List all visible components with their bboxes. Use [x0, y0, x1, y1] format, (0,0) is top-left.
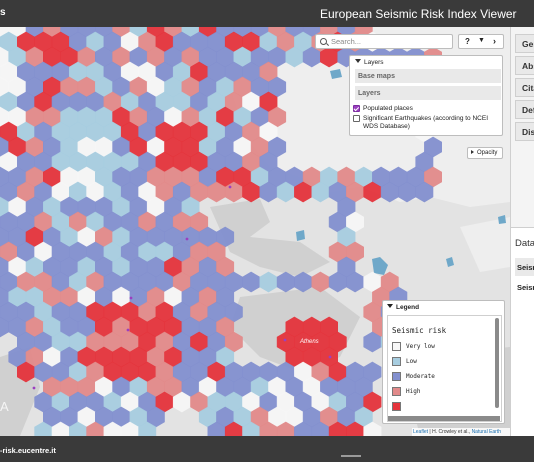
risk-hexagon[interactable]: [207, 421, 226, 436]
top-bar: s European Seismic Risk Index Viewer: [0, 0, 534, 27]
layer-checkbox[interactable]: [353, 105, 360, 112]
risk-hexagon[interactable]: [224, 421, 243, 436]
caret-down-icon: [387, 304, 393, 308]
brand-name: s: [0, 7, 6, 18]
page-title: European Seismic Risk Index Viewer: [320, 7, 517, 21]
data-row[interactable]: Seism: [517, 283, 534, 292]
legend-item-label: Very low: [406, 343, 435, 350]
layer-group-layers[interactable]: Layers: [355, 86, 501, 100]
data-panel-title: Data: [515, 238, 534, 249]
layers-panel-header[interactable]: Layers: [355, 59, 384, 66]
opacity-button[interactable]: Opacity: [467, 147, 503, 159]
risk-hexagon[interactable]: [276, 421, 295, 436]
legend-swatch: [392, 357, 401, 366]
risk-hexagon[interactable]: [294, 421, 313, 436]
layer-item-label: Significant Earthquakes (according to NC…: [363, 115, 489, 130]
legend-title: Seismic risk: [392, 326, 447, 335]
info-side-panel: Gen Abs Cita Def Dis Data Seism Seism: [510, 27, 534, 436]
map-corner-label: A: [0, 399, 9, 414]
search-box[interactable]: [315, 34, 453, 49]
help-button[interactable]: ?: [465, 37, 470, 46]
legend-horizontal-scrollbar[interactable]: [388, 416, 500, 421]
legend-item-label: High: [406, 388, 421, 395]
legend-item-label: Moderate: [406, 373, 435, 380]
map-place-label: Athens: [299, 339, 319, 345]
search-input[interactable]: [331, 36, 449, 47]
risk-hexagon[interactable]: [363, 421, 382, 436]
risk-hexagon[interactable]: [415, 181, 434, 203]
legend-header[interactable]: Legend: [387, 304, 419, 311]
risk-hexagon[interactable]: [86, 421, 105, 436]
accordion-item-definitions[interactable]: Def: [515, 100, 534, 119]
leaflet-link[interactable]: Leaflet: [413, 429, 429, 435]
populated-place-marker[interactable]: [32, 386, 36, 390]
chevron-down-icon[interactable]: ▼: [478, 37, 485, 44]
accordion-item-general[interactable]: Gen: [515, 34, 534, 53]
layer-checkbox[interactable]: [353, 115, 360, 122]
accordion-item-disclaimer[interactable]: Dis: [515, 122, 534, 141]
search-icon[interactable]: [320, 38, 327, 45]
populated-place-marker[interactable]: [228, 185, 232, 189]
data-row[interactable]: Seism: [515, 258, 534, 276]
risk-hexagon[interactable]: [103, 421, 122, 436]
attribution-text: | H. Crowley et al.,: [428, 429, 472, 435]
risk-hexagon[interactable]: [69, 421, 87, 436]
accordion-item-citation[interactable]: Cita: [515, 78, 534, 97]
legend-swatch: [392, 342, 401, 351]
map-attribution: Leaflet | H. Crowley et al., Natural Ear…: [412, 428, 510, 436]
risk-hexagon[interactable]: [311, 421, 330, 436]
legend-item-label: Low: [406, 358, 417, 365]
risk-hexagon[interactable]: [328, 421, 347, 436]
risk-hexagon[interactable]: [259, 421, 278, 436]
risk-hexagon[interactable]: [242, 421, 261, 436]
caret-right-icon: [471, 150, 474, 154]
chevron-right-icon[interactable]: ›: [493, 36, 496, 46]
populated-place-marker[interactable]: [126, 328, 130, 332]
legend-scrollbar[interactable]: [495, 318, 499, 408]
legend-content: Seismic risk Very low Low Moderate High: [387, 315, 502, 422]
accordion-item-abstract[interactable]: Abs: [515, 56, 534, 75]
risk-hexagon[interactable]: [138, 421, 157, 436]
map-view[interactable]: Athens A ? ▼ › Layers Base maps Layers P…: [0, 27, 510, 436]
populated-place-marker[interactable]: [185, 237, 189, 241]
risk-hexagon[interactable]: [346, 421, 365, 436]
layers-panel: Layers Base maps Layers Populated places…: [349, 55, 503, 136]
populated-place-marker[interactable]: [129, 296, 133, 300]
legend-swatch: [392, 402, 401, 411]
bottom-bar: -risk.eucentre.it: [0, 436, 534, 462]
legend-swatch: [392, 372, 401, 381]
populated-place-marker[interactable]: [283, 338, 287, 342]
risk-hexagon[interactable]: [51, 421, 70, 436]
risk-hexagon[interactable]: [34, 421, 53, 436]
drag-handle[interactable]: [341, 455, 361, 457]
legend-panel: Legend Seismic risk Very low Low Moderate H…: [382, 300, 505, 424]
map-tool-buttons: ? ▼ ›: [458, 34, 504, 49]
footer-url[interactable]: -risk.eucentre.it: [0, 446, 56, 455]
natural-earth-link[interactable]: Natural Earth: [471, 429, 502, 435]
data-panel: Data Seism Seism: [511, 227, 534, 436]
caret-down-icon: [355, 59, 361, 63]
legend-swatch: [392, 387, 401, 396]
layer-group-base-maps[interactable]: Base maps: [355, 69, 501, 83]
layer-item-label: Populated places: [363, 105, 413, 112]
risk-hexagon[interactable]: [120, 421, 139, 436]
populated-place-marker[interactable]: [328, 355, 332, 359]
